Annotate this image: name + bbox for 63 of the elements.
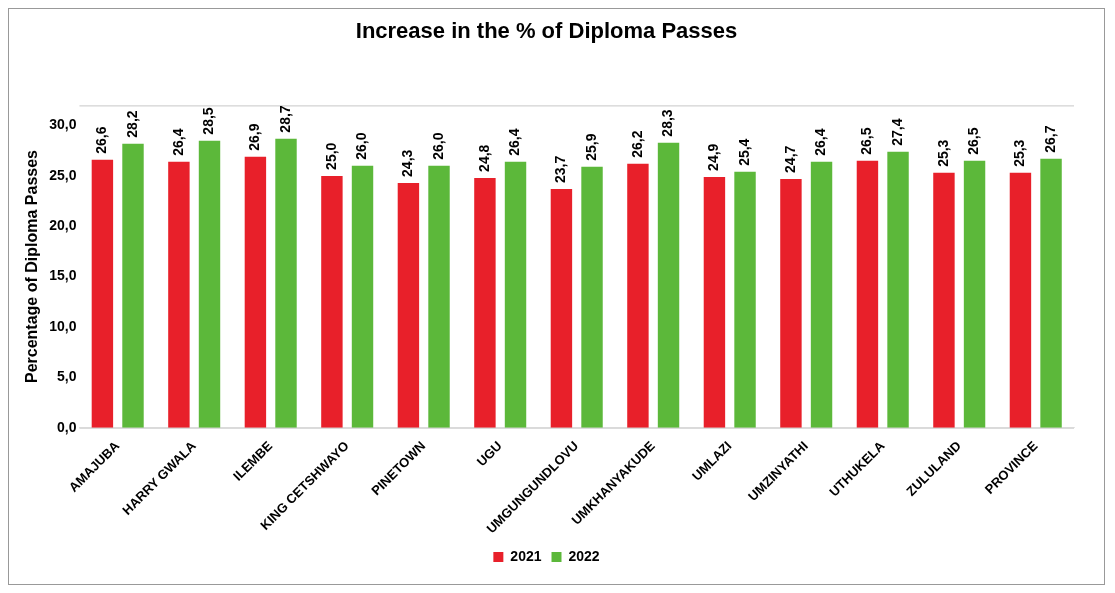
bar [581, 166, 603, 428]
data-label: 26,0 [353, 132, 370, 160]
legend-label: 2021 [510, 547, 542, 564]
data-label: 28,7 [276, 105, 293, 133]
bar [887, 151, 909, 428]
bar [474, 177, 496, 428]
bar [734, 171, 756, 428]
data-label: 24,7 [781, 145, 798, 173]
data-label: 24,3 [399, 149, 416, 177]
data-label: 28,3 [659, 109, 676, 137]
bar [198, 140, 221, 428]
data-label: 25,9 [582, 133, 599, 161]
data-label: 28,5 [200, 107, 217, 135]
y-tick-label: 20,0 [49, 217, 77, 234]
data-label: 27,4 [888, 118, 905, 146]
bar [428, 165, 450, 428]
y-axis-title: Percentage of Diploma Passes [23, 149, 41, 384]
data-label: 26,4 [506, 128, 523, 156]
bar [627, 163, 649, 428]
bar [91, 159, 114, 428]
data-label: 25,3 [1011, 139, 1028, 167]
bar [810, 161, 833, 428]
chart-title: Increase in the % of Diploma Passes [355, 18, 738, 44]
data-label: 28,2 [123, 110, 140, 138]
bar [321, 175, 343, 428]
y-tick-label: 15,0 [49, 267, 77, 284]
bar [244, 156, 267, 428]
bar [780, 178, 802, 428]
data-label: 25,0 [322, 142, 339, 170]
data-label: 26,4 [169, 128, 186, 156]
bar [351, 165, 374, 428]
bar [550, 188, 573, 428]
bar [703, 176, 726, 428]
y-tick-label: 25,0 [49, 166, 77, 183]
data-label: 23,7 [552, 155, 569, 183]
data-label: 26,2 [628, 130, 645, 158]
data-label: 24,9 [705, 143, 722, 171]
legend-label: 2022 [568, 547, 600, 564]
bar [657, 142, 680, 428]
y-tick-label: 5,0 [56, 368, 77, 385]
bar [122, 143, 144, 428]
y-tick-label: 10,0 [49, 317, 77, 334]
bar [933, 172, 955, 428]
data-label: 26,5 [965, 127, 982, 155]
bar [275, 138, 297, 428]
bar [856, 160, 879, 428]
bar [397, 182, 420, 428]
data-label: 26,5 [858, 127, 875, 155]
y-tick-label: 0,0 [56, 418, 77, 435]
bar [504, 161, 527, 428]
data-label: 24,8 [475, 144, 492, 172]
data-label: 26,4 [812, 128, 829, 156]
bar [168, 161, 190, 428]
bar [963, 160, 986, 428]
data-label: 26,6 [93, 126, 110, 154]
data-label: 26,9 [246, 123, 263, 151]
data-label: 25,3 [934, 139, 951, 167]
y-tick-label: 30,0 [49, 116, 77, 133]
data-label: 26,0 [429, 132, 446, 160]
bar [1009, 172, 1032, 428]
bar [1040, 158, 1062, 428]
data-label: 25,4 [735, 138, 752, 166]
data-label: 26,7 [1041, 125, 1058, 153]
